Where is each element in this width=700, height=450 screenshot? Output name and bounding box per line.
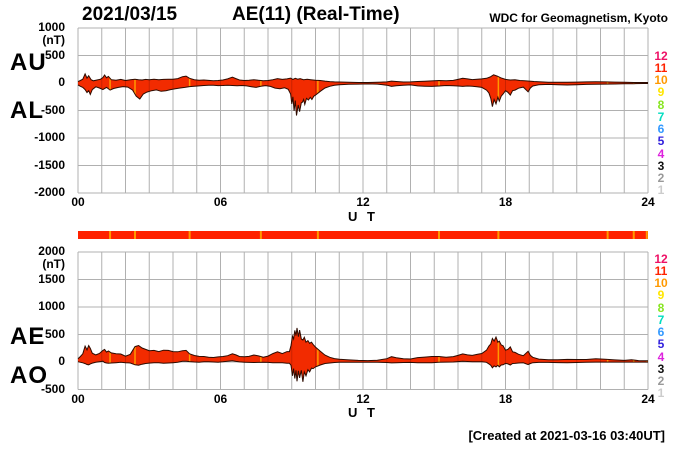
station-count-6: 6 <box>657 325 665 340</box>
x-tick-label: 24 <box>641 391 655 406</box>
y-tick-label: -500 <box>40 381 65 396</box>
quality-bar <box>78 231 648 239</box>
station-count-1: 1 <box>657 183 665 198</box>
page-title: AE(11) (Real-Time) <box>232 4 400 25</box>
y-tick-label: -1000 <box>34 130 65 144</box>
au-series-label: AU <box>10 49 47 76</box>
station-count-7: 7 <box>657 109 665 124</box>
station-count-5: 5 <box>657 134 665 149</box>
station-count-11: 11 <box>654 60 668 75</box>
station-count-5: 5 <box>657 337 665 352</box>
ae-series-label: AE <box>10 323 46 350</box>
y-tick-label: -2000 <box>34 185 65 199</box>
y-tick-label: -1500 <box>34 157 65 172</box>
station-count-8: 8 <box>657 300 665 315</box>
station-count-4: 4 <box>657 349 665 364</box>
station-count-1: 1 <box>657 386 665 401</box>
station-count-6: 6 <box>657 122 665 137</box>
y-tick-label: 1000 <box>38 299 65 313</box>
y-tick-label: 0 <box>58 354 65 368</box>
source-label: WDC for Geomagnetism, Kyoto <box>489 11 668 25</box>
y-axis-unit: (nT) <box>42 33 65 47</box>
y-tick-label: -500 <box>40 102 65 117</box>
x-tick-label: 12 <box>356 195 370 209</box>
station-count-9: 9 <box>657 288 665 303</box>
station-count-2: 2 <box>657 374 665 389</box>
x-axis-title-bottom: U T <box>348 405 378 420</box>
y-tick-label: 500 <box>44 326 65 341</box>
station-count-11: 11 <box>654 263 668 278</box>
station-count-7: 7 <box>657 312 665 327</box>
x-tick-label: 18 <box>498 195 513 209</box>
panel-AE-AO <box>77 251 649 390</box>
x-tick-label: 18 <box>498 391 513 406</box>
y-tick-label: 0 <box>58 75 65 89</box>
station-count-3: 3 <box>657 158 665 173</box>
x-tick-label: 24 <box>641 195 655 209</box>
x-tick-label: 00 <box>71 195 85 209</box>
x-tick-label: 12 <box>356 391 370 406</box>
created-timestamp: [Created at 2021-03-16 03:40UT] <box>468 428 665 443</box>
x-tick-label: 06 <box>213 195 228 209</box>
x-axis-title-top: U T <box>348 209 378 224</box>
station-count-10: 10 <box>654 73 668 88</box>
station-count-9: 9 <box>657 85 665 100</box>
station-count-12: 12 <box>654 251 668 266</box>
station-count-2: 2 <box>657 171 665 186</box>
y-axis-unit: (nT) <box>42 257 65 271</box>
al-series-label: AL <box>10 97 44 124</box>
station-count-3: 3 <box>657 361 665 376</box>
y-tick-label: 2000 <box>38 244 65 258</box>
x-tick-label: 06 <box>213 391 228 406</box>
y-tick-label: 1500 <box>38 271 65 286</box>
station-count-12: 12 <box>654 48 668 63</box>
date-label: 2021/03/15 <box>82 4 178 25</box>
station-count-8: 8 <box>657 97 665 112</box>
ao-series-label: AO <box>10 362 48 389</box>
station-count-4: 4 <box>657 146 665 161</box>
y-tick-label: 1000 <box>38 20 65 34</box>
y-tick-label: 500 <box>44 47 65 62</box>
x-tick-label: 00 <box>71 391 85 406</box>
station-count-10: 10 <box>654 276 668 291</box>
panel-AU-AL <box>77 27 649 194</box>
